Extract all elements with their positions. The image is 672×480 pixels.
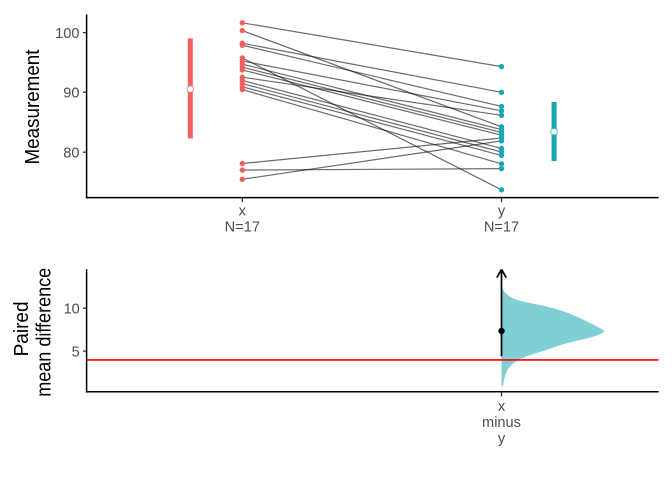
svg-text:100: 100: [55, 26, 79, 42]
svg-text:10: 10: [64, 301, 80, 317]
svg-text:90: 90: [63, 85, 79, 101]
svg-text:Measurement: Measurement: [22, 49, 44, 164]
svg-text:x: x: [239, 204, 247, 220]
svg-text:x: x: [498, 399, 506, 415]
svg-text:y: y: [498, 204, 506, 220]
svg-text:y: y: [498, 431, 506, 447]
svg-text:N=17: N=17: [484, 220, 519, 236]
svg-text:80: 80: [63, 145, 79, 161]
svg-text:5: 5: [72, 344, 80, 360]
svg-text:mean difference: mean difference: [34, 268, 56, 397]
svg-text:Paired: Paired: [11, 301, 33, 356]
svg-text:N=17: N=17: [225, 220, 260, 236]
svg-text:minus: minus: [482, 415, 521, 431]
